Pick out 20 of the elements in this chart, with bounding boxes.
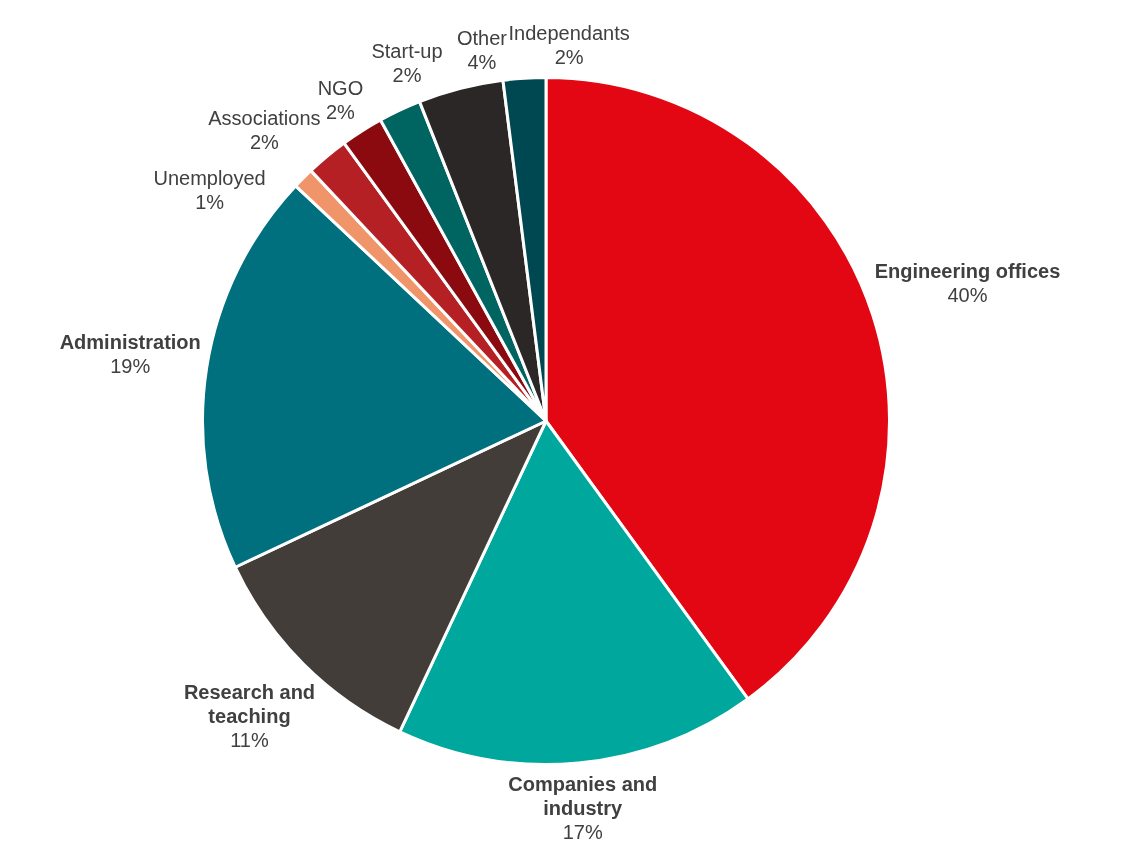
slice-label: Associations <box>208 107 321 130</box>
data-label: 1% <box>195 190 225 213</box>
data-label: 2% <box>392 63 422 86</box>
data-label: 19% <box>110 354 151 377</box>
data-label: 2% <box>325 100 356 123</box>
slice-label: Research and teaching <box>183 681 316 728</box>
data-label: 11% <box>230 729 269 752</box>
slice-label: Engineering offices <box>874 259 1061 282</box>
data-label: 17% <box>562 821 603 844</box>
slice-label: Independants <box>508 22 630 45</box>
data-label: 40% <box>947 283 988 306</box>
slice-label: Start-up <box>371 39 443 62</box>
slice-label: Other <box>456 26 508 49</box>
slice-label: Administration <box>59 330 201 353</box>
data-label: 4% <box>467 50 497 73</box>
slice-label: Companies and industry <box>508 773 658 820</box>
data-label: 2% <box>554 46 584 69</box>
slice-label: Unemployed <box>153 166 266 189</box>
slice-label: NGO <box>317 76 364 99</box>
data-label: 2% <box>249 131 280 154</box>
